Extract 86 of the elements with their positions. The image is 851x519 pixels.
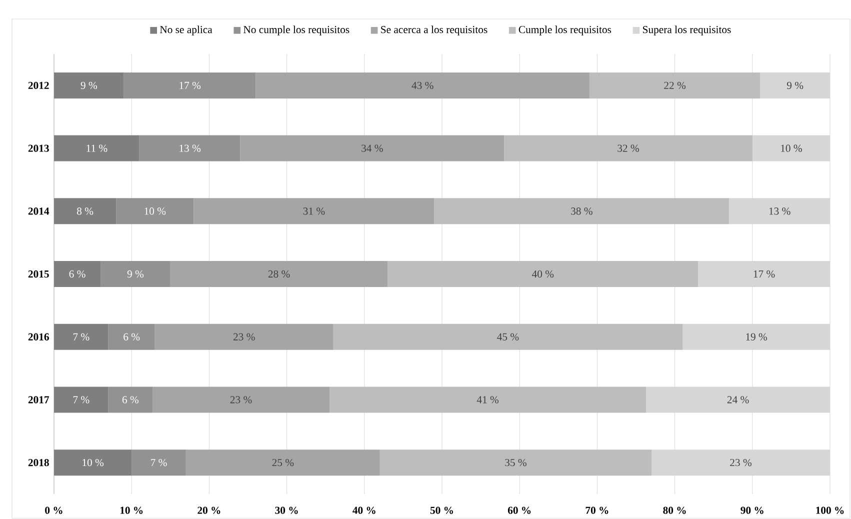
data-label: 35 % bbox=[505, 458, 526, 466]
data-label: 34 % bbox=[362, 144, 383, 152]
x-tick-label: 0 % bbox=[45, 506, 62, 514]
bar bbox=[124, 72, 256, 98]
data-label: 40 % bbox=[532, 270, 554, 278]
legend-label: Se acerca a los requisitos bbox=[381, 26, 488, 36]
data-label: 17 % bbox=[754, 270, 775, 278]
data-label: 7 % bbox=[73, 333, 90, 340]
x-tick-label: 90 % bbox=[740, 506, 764, 514]
data-label: 10 % bbox=[144, 208, 166, 215]
data-label: 22 % bbox=[664, 82, 686, 90]
bar bbox=[54, 135, 140, 162]
x-tick-label: 40 % bbox=[352, 506, 376, 514]
bar bbox=[186, 450, 380, 476]
data-label: 31 % bbox=[303, 208, 325, 215]
y-tick-label: 2017 bbox=[28, 396, 50, 404]
bar bbox=[256, 72, 590, 98]
bar bbox=[139, 135, 240, 162]
bar bbox=[54, 386, 108, 413]
bar bbox=[54, 261, 101, 288]
x-tick-label: 100 % bbox=[816, 506, 844, 514]
bar bbox=[54, 72, 124, 98]
legend-label: No cumple los requisitos bbox=[244, 26, 350, 36]
bar bbox=[132, 450, 186, 476]
data-label: 17 % bbox=[180, 82, 201, 90]
data-label: 28 % bbox=[268, 270, 290, 278]
legend-label: No se aplica bbox=[160, 26, 212, 36]
legend-label: Supera los requisitos bbox=[643, 26, 731, 36]
data-label: 10 % bbox=[781, 144, 802, 152]
x-tick-label: 70 % bbox=[586, 506, 608, 514]
data-label: 6 % bbox=[124, 333, 140, 340]
bar bbox=[329, 386, 646, 413]
y-tick-label: 2012 bbox=[28, 82, 49, 90]
data-label: 7 % bbox=[151, 458, 167, 466]
bar bbox=[100, 261, 170, 288]
x-tick-label: 30 % bbox=[275, 506, 298, 514]
bar bbox=[170, 261, 388, 288]
data-label: 25 % bbox=[272, 458, 294, 466]
x-tick-label: 20 % bbox=[198, 506, 220, 514]
y-tick-label: 2015 bbox=[28, 270, 49, 278]
bar bbox=[54, 324, 108, 350]
bar bbox=[388, 261, 698, 288]
x-tick-label: 50 % bbox=[430, 506, 453, 514]
x-tick-label: 60 % bbox=[508, 506, 531, 514]
data-label: 7 % bbox=[73, 396, 90, 404]
data-label: 24 % bbox=[727, 396, 749, 404]
x-tick-label: 80 % bbox=[663, 506, 686, 514]
y-tick-label: 2013 bbox=[28, 144, 49, 152]
data-label: 13 % bbox=[769, 208, 790, 215]
data-label: 13 % bbox=[180, 144, 201, 152]
bar bbox=[54, 450, 132, 476]
bar bbox=[152, 386, 330, 413]
data-label: 9 % bbox=[80, 82, 97, 90]
data-label: 32 % bbox=[618, 144, 639, 152]
data-label: 41 % bbox=[476, 396, 499, 404]
bar bbox=[434, 198, 730, 224]
data-label: 9 % bbox=[127, 270, 144, 278]
bar bbox=[240, 135, 504, 162]
data-label: 6 % bbox=[69, 270, 86, 278]
y-tick-label: 2018 bbox=[28, 458, 49, 466]
bar bbox=[108, 324, 155, 350]
data-label: 11 % bbox=[86, 144, 108, 152]
data-label: 45 % bbox=[497, 333, 519, 340]
bar bbox=[108, 386, 153, 413]
bar bbox=[54, 198, 116, 224]
y-tick-label: 2014 bbox=[28, 208, 50, 215]
data-label: 23 % bbox=[730, 458, 752, 466]
legend-label: Cumple los requisitos bbox=[518, 26, 612, 36]
data-label: 8 % bbox=[76, 208, 94, 215]
data-label: 6 % bbox=[122, 396, 139, 404]
y-tick-label: 2016 bbox=[28, 333, 49, 340]
data-label: 9 % bbox=[786, 82, 804, 90]
data-label: 23 % bbox=[233, 333, 255, 340]
x-tick-label: 10 % bbox=[120, 506, 143, 514]
bar bbox=[194, 198, 434, 224]
data-label: 38 % bbox=[571, 208, 592, 215]
data-label: 23 % bbox=[230, 396, 252, 404]
data-label: 10 % bbox=[82, 458, 104, 466]
data-label: 43 % bbox=[412, 82, 434, 90]
bar bbox=[333, 324, 683, 350]
bar bbox=[504, 135, 752, 162]
data-label: 19 % bbox=[746, 333, 768, 340]
bar bbox=[116, 198, 194, 224]
bar bbox=[154, 324, 334, 350]
bar bbox=[589, 72, 760, 98]
bar bbox=[380, 450, 652, 476]
